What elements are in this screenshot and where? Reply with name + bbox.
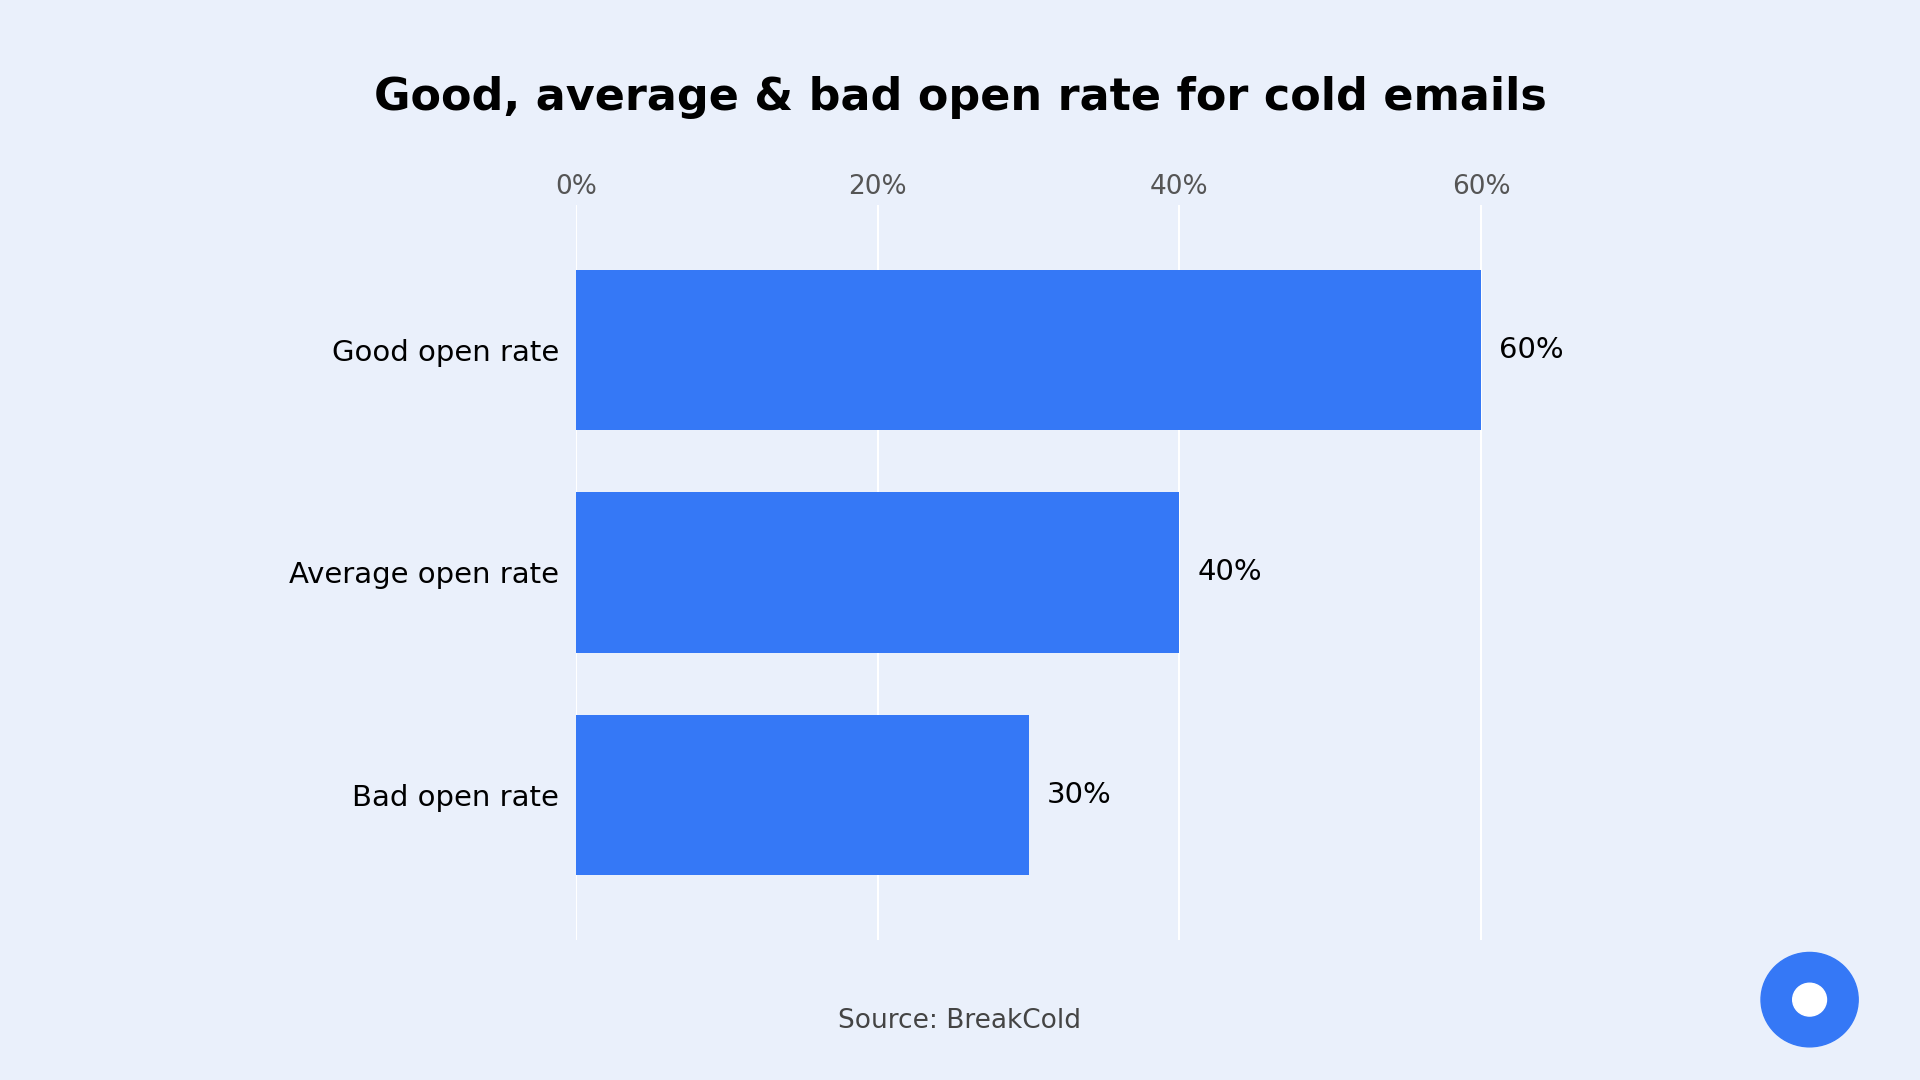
Bar	[576, 715, 1029, 875]
Polygon shape	[1780, 1022, 1801, 1041]
Text: 40%: 40%	[1198, 558, 1261, 586]
Text: Source: BreakCold: Source: BreakCold	[839, 1008, 1081, 1034]
Bar	[576, 270, 1480, 430]
Circle shape	[1793, 983, 1826, 1016]
Text: Good, average & bad open rate for cold emails: Good, average & bad open rate for cold e…	[374, 76, 1546, 119]
Text: 30%: 30%	[1046, 781, 1112, 809]
Text: 60%: 60%	[1500, 336, 1565, 364]
Circle shape	[1761, 953, 1859, 1047]
Bar	[576, 492, 1179, 652]
